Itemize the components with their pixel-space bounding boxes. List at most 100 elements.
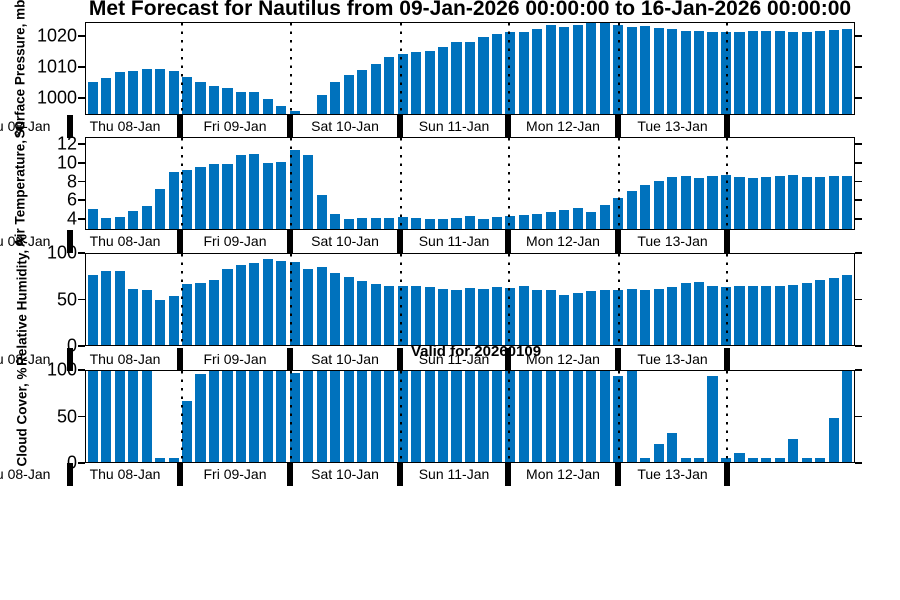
- bar: [451, 289, 462, 345]
- cloud-cover-axis-label: Cloud Cover, %: [14, 366, 30, 467]
- y-tick-label: 1020: [36, 25, 77, 46]
- day-gridline: [726, 254, 729, 345]
- day-label: Mon 12-Jan: [526, 233, 600, 249]
- day-label-cut: Thu 08-Jan: [0, 466, 51, 482]
- bar: [774, 285, 785, 345]
- bar: [640, 458, 651, 462]
- bar: [491, 216, 502, 229]
- bar: [289, 149, 300, 229]
- day-divider: [287, 348, 293, 371]
- bar: [384, 218, 395, 229]
- bar: [720, 458, 732, 462]
- bar: [572, 25, 583, 114]
- day-label: Fri 09-Jan: [203, 351, 267, 367]
- bar: [828, 29, 839, 114]
- bar: [289, 262, 300, 345]
- bar: [397, 217, 408, 229]
- day-gridline: [400, 23, 403, 114]
- bar: [464, 42, 476, 114]
- bar: [707, 175, 718, 229]
- bar: [235, 371, 246, 462]
- bar: [599, 371, 610, 462]
- bar: [370, 63, 381, 114]
- air-temperature-axis-label: Air Temperature, °C: [12, 120, 28, 247]
- y-tick-mark: [855, 415, 862, 418]
- bar: [680, 31, 691, 114]
- day-divider: [287, 463, 293, 486]
- day-divider: [397, 348, 403, 371]
- bar: [801, 177, 812, 229]
- bar: [262, 371, 273, 462]
- bar: [734, 452, 745, 462]
- day-gridline: [726, 23, 729, 114]
- bar: [451, 42, 462, 114]
- bar: [424, 51, 435, 114]
- day-divider: [615, 348, 621, 371]
- bar: [694, 282, 705, 345]
- y-tick-label: 100: [46, 359, 77, 380]
- bar: [842, 28, 853, 114]
- day-label: Tue 13-Jan: [637, 351, 708, 367]
- y-tick-mark: [78, 217, 85, 220]
- bar: [316, 266, 327, 345]
- y-tick-mark: [78, 252, 85, 254]
- bar: [330, 213, 341, 229]
- day-divider: [397, 463, 403, 486]
- bar: [680, 176, 691, 229]
- bar: [303, 155, 314, 229]
- day-divider: [724, 463, 730, 486]
- bar: [505, 216, 516, 229]
- day-gridline: [726, 138, 729, 229]
- bar: [101, 271, 112, 345]
- day-label: Thu 08-Jan: [89, 351, 161, 367]
- bar: [707, 285, 718, 345]
- bar: [626, 288, 637, 345]
- bar: [438, 371, 449, 462]
- y-tick-label: 1000: [36, 87, 77, 108]
- bar: [667, 177, 678, 229]
- y-tick-mark: [78, 65, 85, 68]
- bar: [411, 285, 422, 345]
- bar: [478, 219, 489, 229]
- bar: [680, 283, 691, 345]
- bar: [303, 371, 314, 462]
- day-divider: [287, 230, 293, 253]
- day-band-row: Thu 08-Jan Fri 09-Jan Sat 10-Jan Sun 11-Jan…: [0, 463, 900, 486]
- bar: [222, 163, 233, 229]
- relative-humidity-axis-label: Relative Humidity, %: [14, 233, 30, 366]
- day-divider: [177, 463, 183, 486]
- day-label: Sun 11-Jan: [418, 233, 490, 249]
- bar: [114, 72, 125, 114]
- bar: [761, 458, 772, 462]
- day-gridline: [617, 371, 620, 462]
- day-gridline: [400, 138, 403, 229]
- bar: [316, 371, 327, 462]
- y-tick-mark: [855, 369, 862, 371]
- bar: [411, 371, 422, 462]
- y-tick-label: 10: [56, 152, 77, 173]
- bar: [141, 69, 152, 114]
- day-label-cut: Thu 08-Jan: [0, 351, 51, 367]
- bar: [464, 216, 476, 229]
- day-divider: [177, 115, 183, 138]
- day-divider: [615, 115, 621, 138]
- bar: [774, 176, 785, 229]
- bar: [653, 180, 664, 229]
- bar: [114, 371, 125, 462]
- bar: [141, 371, 152, 462]
- day-gridline: [617, 23, 620, 114]
- bar: [707, 376, 718, 462]
- bar: [182, 170, 193, 229]
- bar: [640, 289, 651, 345]
- bar: [653, 443, 664, 462]
- bar: [464, 287, 476, 345]
- bar: [640, 26, 651, 114]
- bar: [87, 82, 98, 114]
- bar: [747, 458, 758, 462]
- y-tick-mark: [855, 143, 862, 146]
- bar: [464, 371, 476, 462]
- y-tick-mark: [855, 96, 862, 99]
- y-tick-mark: [78, 345, 85, 347]
- day-label: Sun 11-Jan: [418, 466, 490, 482]
- day-gridline: [180, 23, 183, 114]
